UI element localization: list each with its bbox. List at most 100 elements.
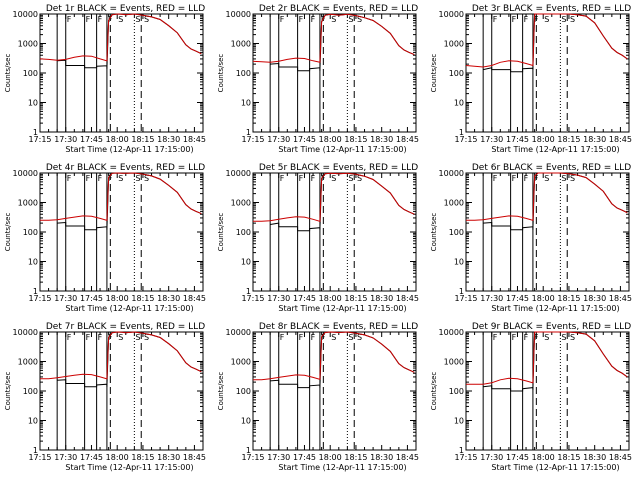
x-tick-label: 18:00 <box>106 453 129 462</box>
y-tick-label: 1 <box>33 446 38 455</box>
x-tick-label: 18:45 <box>183 135 206 144</box>
panel-title: Det 9r BLACK = Events, RED = LLD <box>472 322 631 332</box>
y-tick-label: 10000 <box>439 328 464 337</box>
panel-title: Det 4r BLACK = Events, RED = LLD <box>46 163 205 173</box>
y-tick-label: 1 <box>33 128 38 137</box>
flag-marker-label: S <box>118 174 123 183</box>
y-tick-label: 100 <box>23 387 38 396</box>
y-tick-label: 100 <box>23 228 38 237</box>
panel-title: Det 7r BLACK = Events, RED = LLD <box>46 322 205 332</box>
flag-marker-label: F <box>86 333 91 342</box>
series-lld <box>466 172 628 221</box>
y-tick-label: 10000 <box>226 328 251 337</box>
y-axis-label: Counts/sec <box>430 372 438 411</box>
flag-marker-label: F <box>67 333 72 342</box>
y-tick-label: 1 <box>246 128 251 137</box>
flag-marker-label: F <box>321 174 326 183</box>
x-tick-label: 18:45 <box>183 294 206 303</box>
x-tick-label: 18:00 <box>106 294 129 303</box>
x-tick-label: 18:30 <box>157 453 180 462</box>
y-tick-label: 10000 <box>13 328 38 337</box>
panel-7r: Det 7r BLACK = Events, RED = LLD Counts/s… <box>4 322 206 472</box>
series-events <box>57 13 202 69</box>
y-tick-label: 1 <box>459 446 464 455</box>
x-tick-label: 18:00 <box>319 294 342 303</box>
flag-marker-label: F <box>280 174 285 183</box>
x-tick-label: 17:45 <box>80 453 103 462</box>
flag-marker-label: F <box>108 15 113 24</box>
panel-title: Det 2r BLACK = Events, RED = LLD <box>259 4 418 14</box>
x-tick-label: 18:00 <box>532 135 555 144</box>
x-tick-label: 18:45 <box>396 453 419 462</box>
panel-6r: Det 6r BLACK = Events, RED = LLD Counts/s… <box>430 163 632 313</box>
x-tick-label: 18:00 <box>532 453 555 462</box>
y-tick-label: 10000 <box>226 169 251 178</box>
y-tick-label: 10000 <box>13 169 38 178</box>
panel-title: Det 5r BLACK = Events, RED = LLD <box>259 163 418 173</box>
panel-title: Det 6r BLACK = Events, RED = LLD <box>472 163 631 173</box>
flag-marker-label: F <box>280 15 285 24</box>
y-tick-label: 100 <box>236 228 251 237</box>
flag-marker-label: F <box>67 174 72 183</box>
series-events <box>483 331 628 392</box>
flag-marker-label: S <box>331 333 336 342</box>
x-tick-label: 18:15 <box>557 453 580 462</box>
flag-marker-label: F <box>98 174 103 183</box>
flag-marker-label: F <box>86 174 91 183</box>
panel-1r: Det 1r BLACK = Events, RED = LLD Counts/s… <box>4 4 206 154</box>
flag-marker-label: F <box>512 333 517 342</box>
panel-title: Det 8r BLACK = Events, RED = LLD <box>259 322 418 332</box>
x-tick-label: 18:30 <box>370 135 393 144</box>
x-tick-label: 17:15 <box>28 294 51 303</box>
flag-marker-label: S <box>357 174 362 183</box>
x-tick-label: 18:45 <box>609 294 632 303</box>
flag-marker-label: S <box>135 174 140 183</box>
x-tick-label: 18:30 <box>583 135 606 144</box>
plot-frame <box>252 13 417 133</box>
x-tick-label: 18:15 <box>344 294 367 303</box>
flag-marker-label: S <box>118 333 123 342</box>
flag-marker-label: F <box>67 15 72 24</box>
flag-marker-label: F <box>493 333 498 342</box>
flag-marker-label: S <box>135 333 140 342</box>
y-tick-label: 10 <box>241 417 251 426</box>
y-tick-label: 1 <box>459 287 464 296</box>
flag-marker-label: F <box>299 333 304 342</box>
y-axis-label: Counts/sec <box>4 372 12 411</box>
y-tick-label: 10000 <box>226 10 251 19</box>
flag-marker-label: S <box>561 333 566 342</box>
series-lld <box>252 13 415 63</box>
plot-frame <box>465 331 630 451</box>
y-tick-label: 10 <box>241 258 251 267</box>
x-tick-label: 17:30 <box>480 294 503 303</box>
series-events <box>483 172 628 231</box>
flag-marker-label: S <box>544 15 549 24</box>
y-tick-label: 10 <box>28 258 38 267</box>
x-tick-label: 17:30 <box>480 453 503 462</box>
y-tick-label: 10000 <box>439 10 464 19</box>
x-tick-label: 17:15 <box>28 135 51 144</box>
flag-marker-label: F <box>98 333 103 342</box>
flag-marker-label: S <box>561 174 566 183</box>
x-tick-label: 17:45 <box>506 135 529 144</box>
y-tick-label: 1000 <box>18 199 38 208</box>
x-tick-label: 17:30 <box>267 453 290 462</box>
panel-9r: Det 9r BLACK = Events, RED = LLD Counts/s… <box>430 322 632 472</box>
flag-marker-label: S <box>544 174 549 183</box>
plot-frame <box>39 331 204 451</box>
x-tick-label: 17:30 <box>267 294 290 303</box>
panel-2r: Det 2r BLACK = Events, RED = LLD Counts/s… <box>217 4 419 154</box>
x-tick-label: 18:30 <box>583 294 606 303</box>
flag-marker-label: F <box>524 15 529 24</box>
x-tick-label: 18:30 <box>157 135 180 144</box>
y-tick-label: 1000 <box>231 199 251 208</box>
x-tick-label: 17:15 <box>241 294 264 303</box>
x-tick-label: 17:30 <box>54 294 77 303</box>
panel-4r: Det 4r BLACK = Events, RED = LLD Counts/s… <box>4 163 206 313</box>
y-tick-label: 10 <box>28 99 38 108</box>
flag-marker-label: S <box>348 333 353 342</box>
y-tick-label: 1 <box>246 287 251 296</box>
x-tick-label: 18:15 <box>344 453 367 462</box>
series-lld <box>39 13 202 62</box>
